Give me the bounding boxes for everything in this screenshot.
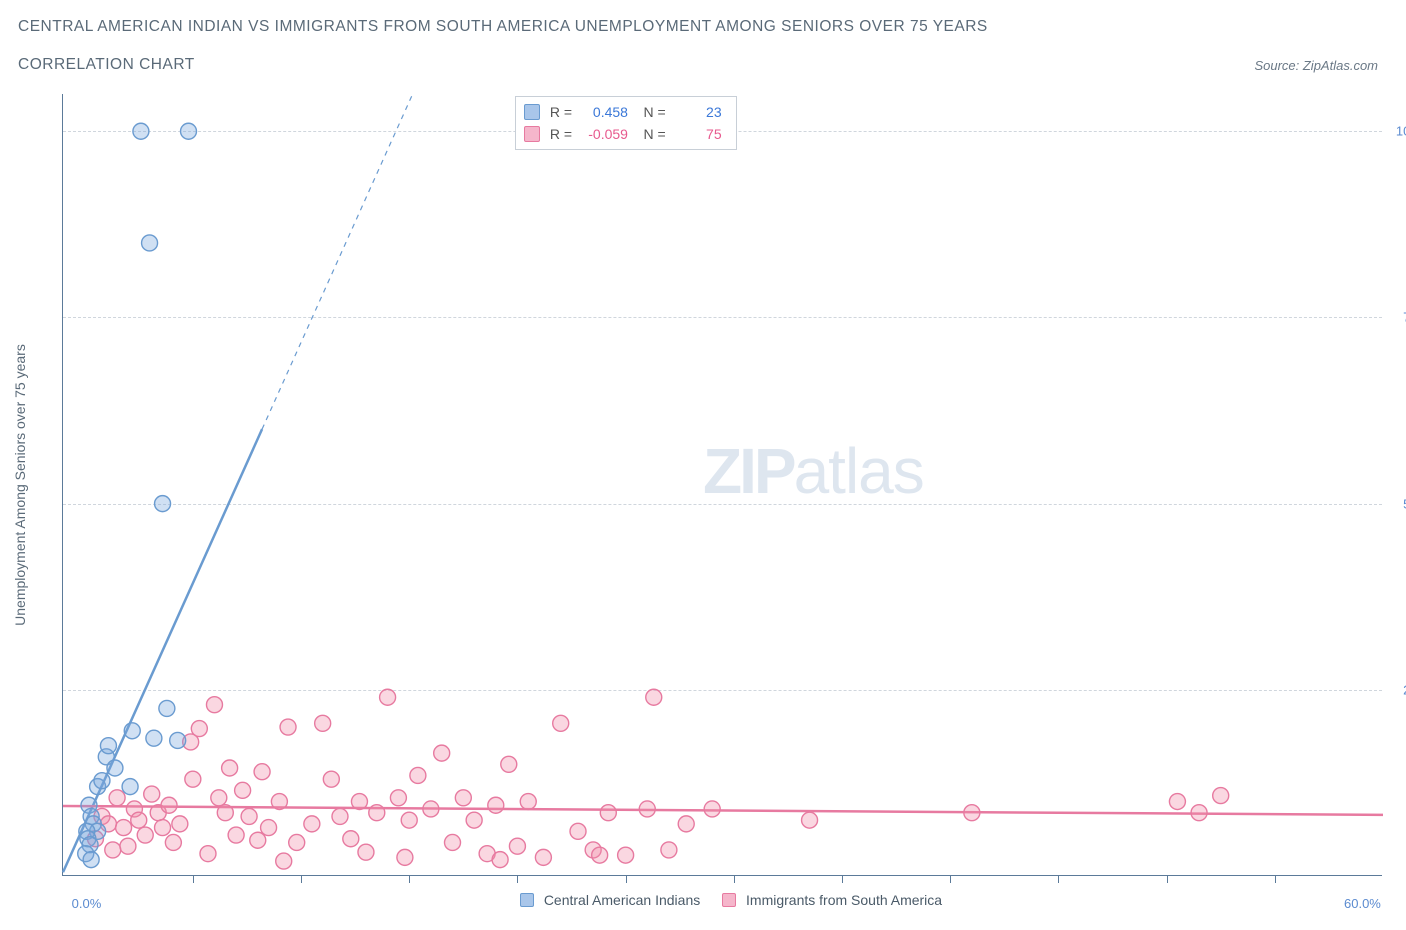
y-axis-label: Unemployment Among Seniors over 75 years bbox=[12, 125, 28, 845]
legend-row-series-a: R = 0.458 N = 23 bbox=[524, 101, 722, 123]
chart-subtitle: CORRELATION CHART bbox=[18, 56, 195, 74]
series-legend: Central American Indians Immigrants from… bbox=[62, 892, 1382, 908]
legend-swatch-a bbox=[524, 104, 540, 120]
legend-swatch-a-bottom bbox=[520, 893, 534, 907]
source-attribution: Source: ZipAtlas.com bbox=[1254, 58, 1388, 73]
legend-swatch-b bbox=[524, 126, 540, 142]
y-tick-label: 100.0% bbox=[1396, 124, 1406, 139]
correlation-legend: R = 0.458 N = 23 R = -0.059 N = 75 bbox=[515, 96, 737, 150]
chart-svg bbox=[63, 94, 1382, 875]
chart-container: Unemployment Among Seniors over 75 years… bbox=[0, 92, 1406, 930]
r-value-b: -0.059 bbox=[576, 123, 628, 145]
n-value-b: 75 bbox=[670, 123, 722, 145]
series-a-label: Central American Indians bbox=[544, 892, 700, 908]
chart-title: CENTRAL AMERICAN INDIAN VS IMMIGRANTS FR… bbox=[18, 18, 1388, 36]
n-value-a: 23 bbox=[670, 101, 722, 123]
plot-area: ZIPatlas R = 0.458 N = 23 R = -0.059 N =… bbox=[62, 94, 1382, 876]
legend-swatch-b-bottom bbox=[722, 893, 736, 907]
x-axis: 0.0% 60.0% Central American Indians Immi… bbox=[62, 882, 1382, 922]
r-value-a: 0.458 bbox=[576, 101, 628, 123]
legend-row-series-b: R = -0.059 N = 75 bbox=[524, 123, 722, 145]
series-b-label: Immigrants from South America bbox=[746, 892, 942, 908]
